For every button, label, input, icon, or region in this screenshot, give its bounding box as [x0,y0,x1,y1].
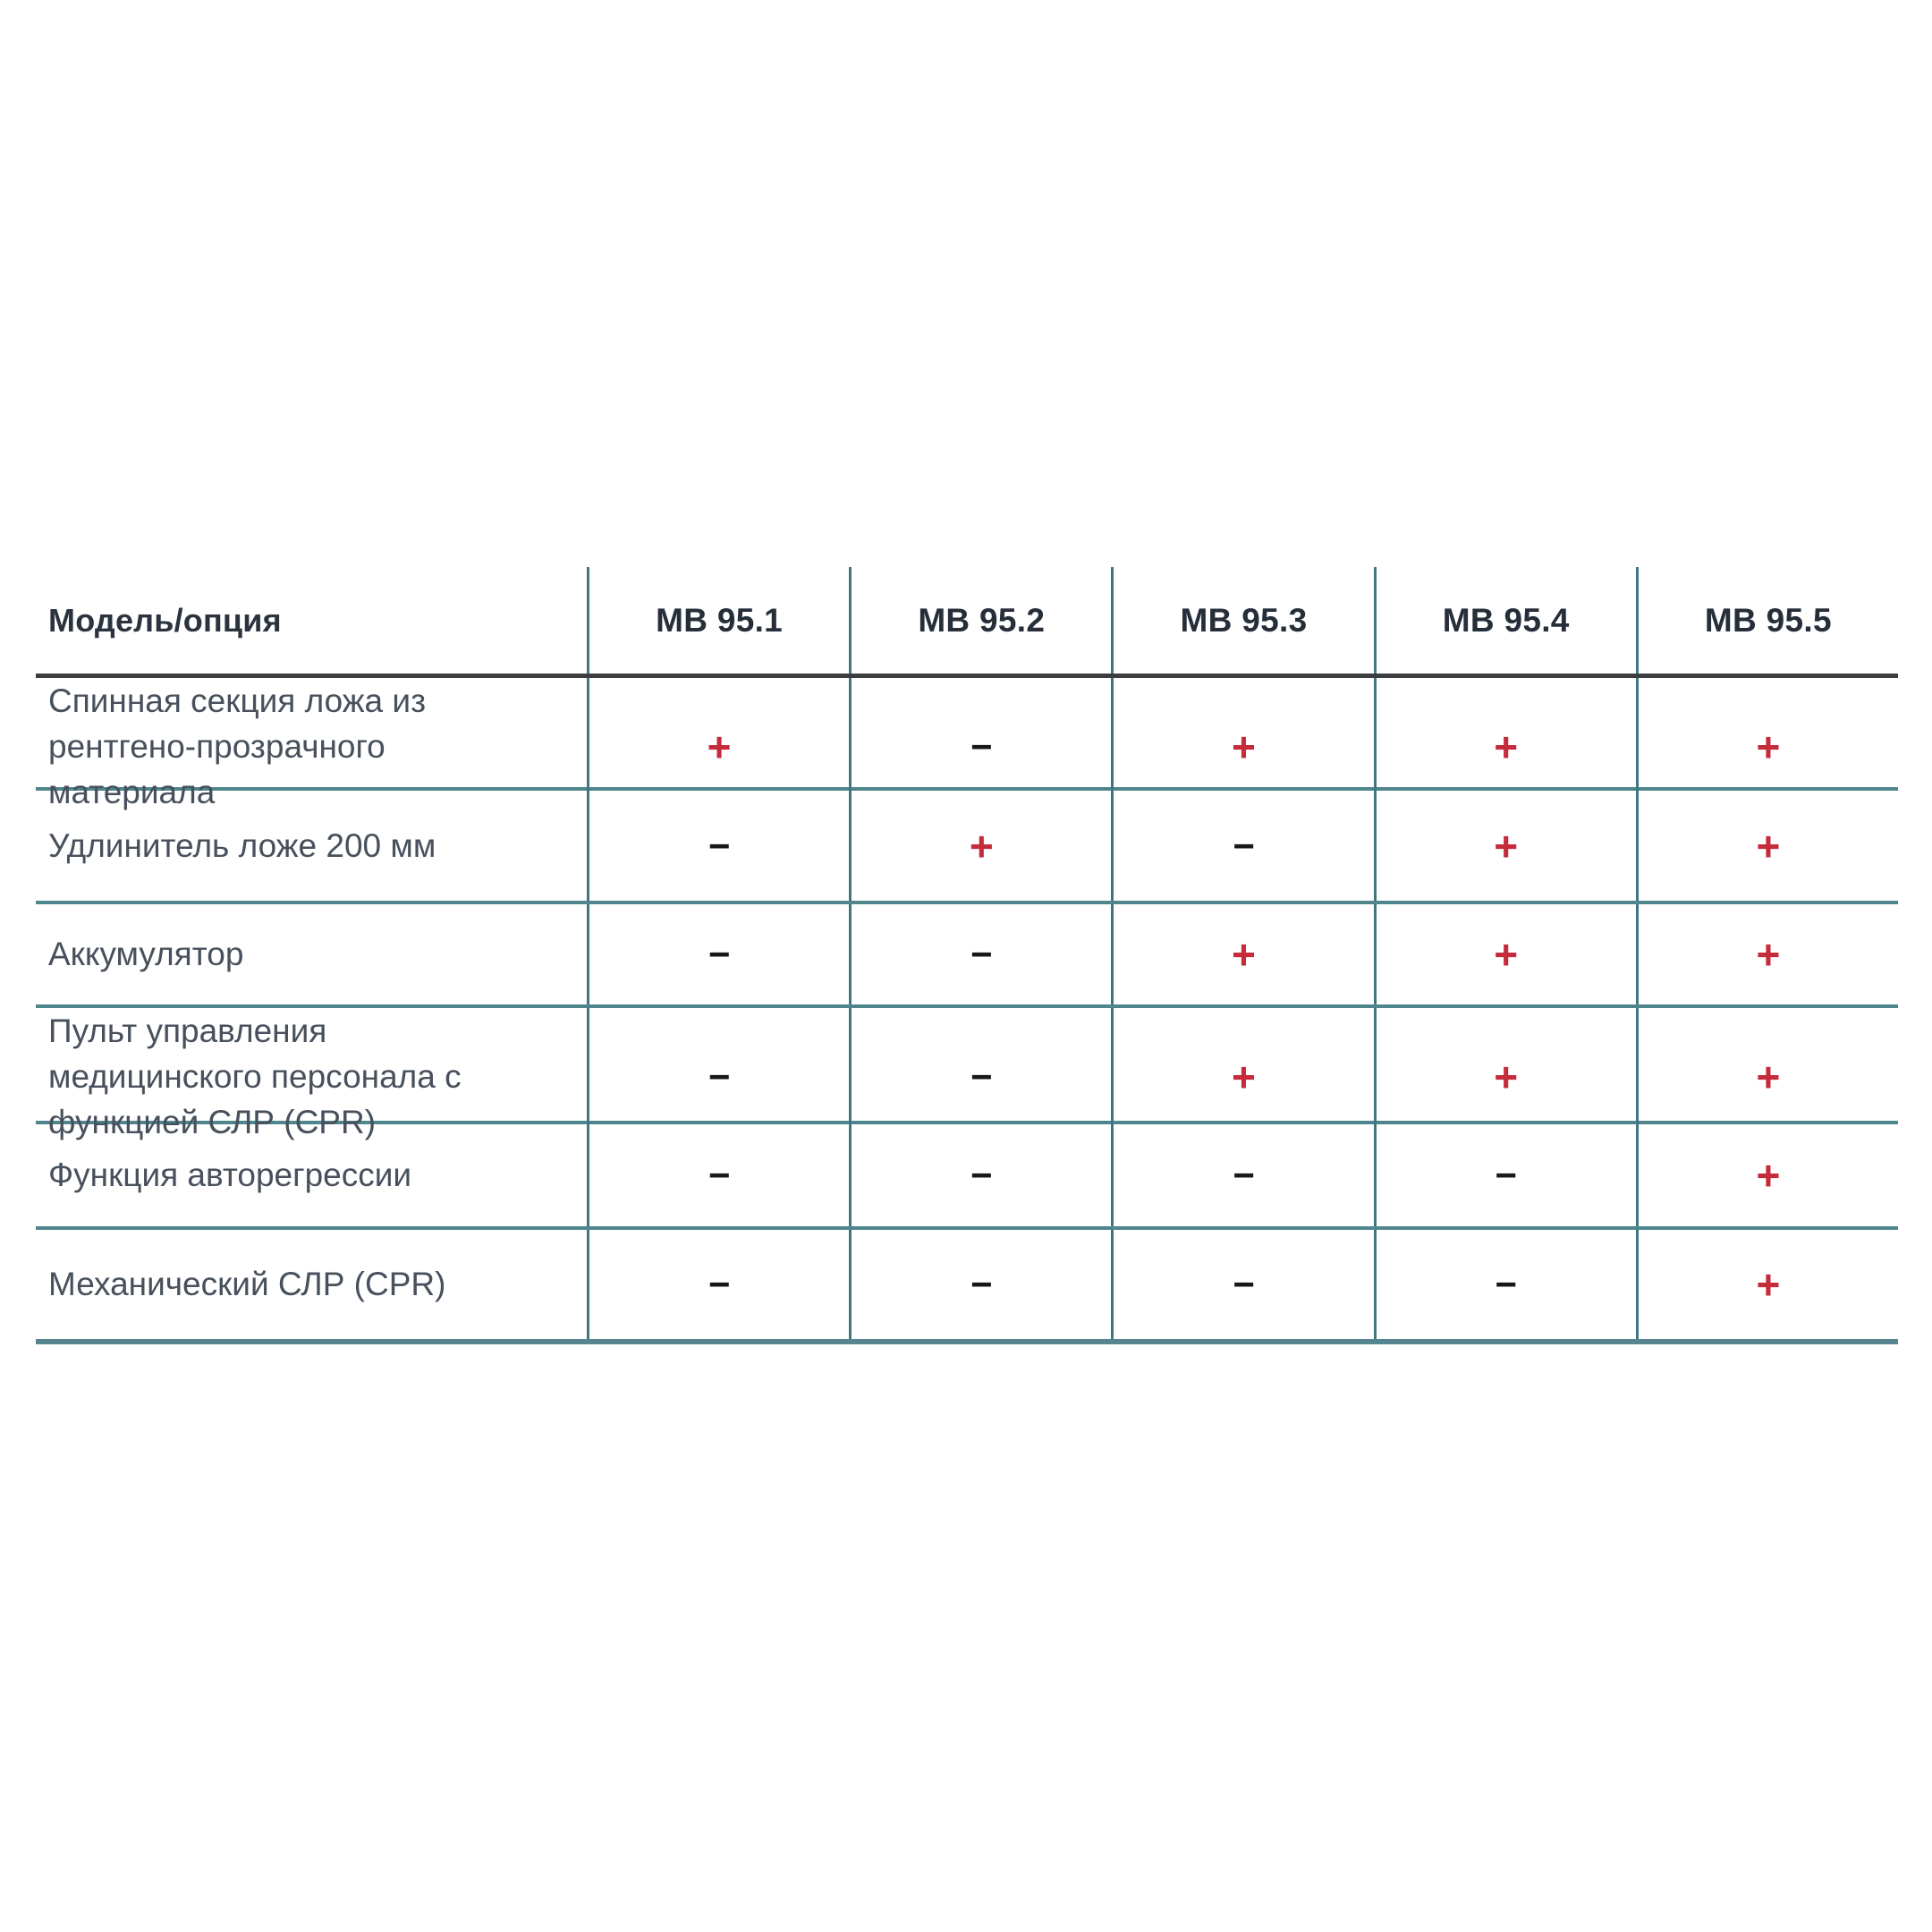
cell-value: + [1111,904,1373,1004]
row-label: Механический СЛР (CPR) [48,1266,446,1303]
cell-value: − [1373,1230,1636,1339]
cell-value: + [849,791,1111,901]
cell-value: − [1373,1124,1636,1226]
cell-value: − [1111,1230,1373,1339]
cell-value: − [849,678,1111,816]
cell-value: − [849,1230,1111,1339]
column-header-mb-95-3: МВ 95.3 [1111,567,1373,674]
column-header-mb-95-5: МВ 95.5 [1635,567,1898,674]
cell-value: − [587,1008,849,1146]
row-label: Спинная секция ложа из рентгено-прозрачн… [48,682,427,811]
column-header-mb-95-1: МВ 95.1 [587,567,849,674]
cell-value: − [587,904,849,1004]
cell-value: + [1635,904,1898,1004]
cell-value: − [849,1008,1111,1146]
cell-value: + [1635,1230,1898,1339]
cell-value: + [1373,904,1636,1004]
row-label: Удлинитель ложе 200 мм [48,826,436,864]
table-row: Спинная секция ложа из рентгено-прозрачн… [36,678,1898,816]
model-options-table: Модель/опция МВ 95.1 МВ 95.2 МВ 95.3 МВ … [36,567,1898,1344]
cell-value: + [1635,678,1898,816]
cell-value: − [587,1230,849,1339]
cell-value: + [1373,678,1636,816]
table-row: Пульт управления медицинского персонала … [36,1008,1898,1146]
cell-value: + [1111,1008,1373,1146]
cell-value: − [849,904,1111,1004]
cell-value: + [1635,791,1898,901]
column-header-mb-95-4: МВ 95.4 [1373,567,1636,674]
cell-value: − [1111,1124,1373,1226]
corner-header: Модель/опция [48,601,282,639]
cell-value: + [1635,1124,1898,1226]
cell-value: + [1373,791,1636,901]
cell-value: + [587,678,849,816]
cell-value: − [849,1124,1111,1226]
row-label: Аккумулятор [48,936,244,973]
cell-value: + [1111,678,1373,816]
cell-value: − [1111,791,1373,901]
table-row: Удлинитель ложе 200 мм − + − + + [36,791,1898,904]
table-header-row: Модель/опция МВ 95.1 МВ 95.2 МВ 95.3 МВ … [36,567,1898,678]
table-row: Функция авторегрессии − − − − + [36,1124,1898,1230]
table-row: Механический СЛР (CPR) − − − − + [36,1230,1898,1344]
cell-value: − [587,791,849,901]
column-header-mb-95-2: МВ 95.2 [849,567,1111,674]
row-label: Пульт управления медицинского персонала … [48,1013,462,1141]
cell-value: + [1373,1008,1636,1146]
row-label: Функция авторегрессии [48,1157,412,1194]
table-row: Аккумулятор − − + + + [36,904,1898,1008]
cell-value: + [1635,1008,1898,1146]
cell-value: − [587,1124,849,1226]
